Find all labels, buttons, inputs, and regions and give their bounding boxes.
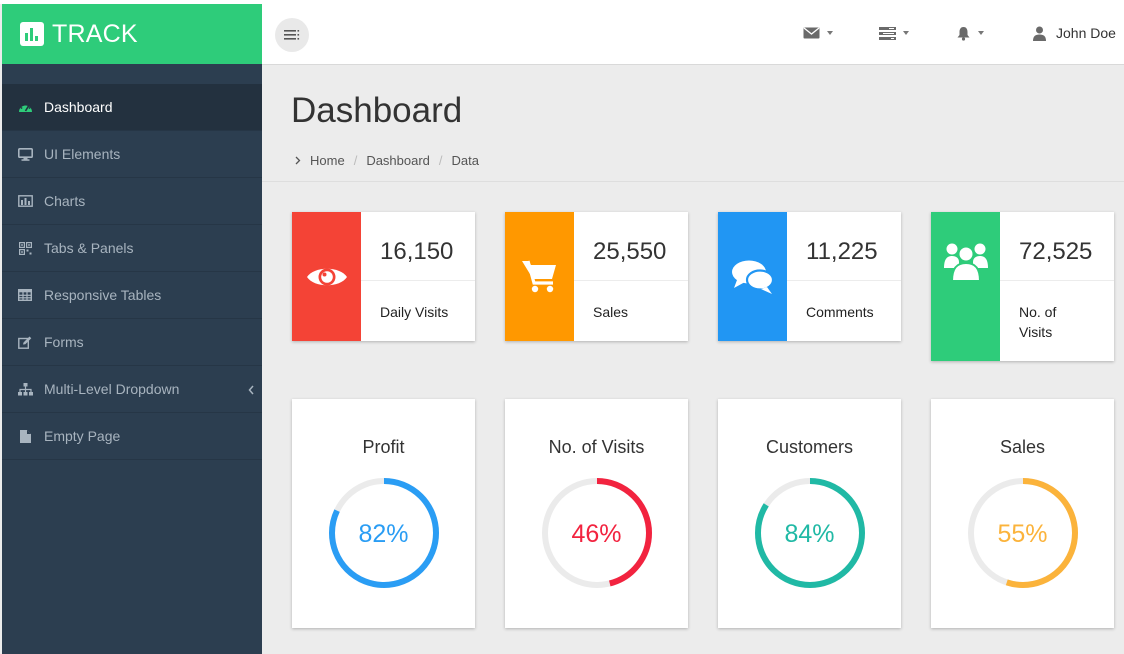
donut-percent: 84% — [784, 520, 835, 548]
user-menu[interactable]: John Doe — [1033, 22, 1116, 44]
shopping-cart-icon — [521, 260, 556, 292]
donut-percent: 82% — [358, 520, 409, 548]
donut-chart — [542, 478, 652, 588]
donut-percent: 55% — [997, 520, 1048, 548]
donut-chart — [755, 478, 865, 588]
breadcrumb-dashboard[interactable]: Dashboard — [366, 153, 430, 168]
sidebar-item-tabs-panels[interactable]: Tabs & Panels — [2, 225, 262, 272]
stat-value: 25,550 — [593, 238, 667, 265]
donut-card-customers: Customers 84% — [718, 399, 901, 628]
page-header: Dashboard Home / Dashboard / Data — [262, 65, 1124, 182]
sidebar-item-charts[interactable]: Charts — [2, 178, 262, 225]
user-icon — [1033, 26, 1046, 41]
donut-progress-arc — [755, 478, 865, 588]
chevron-left-icon — [248, 382, 254, 398]
caret-down-icon — [903, 31, 909, 35]
stat-label: No. of Visits — [1019, 304, 1057, 340]
donut-card-sales: Sales 55% — [931, 399, 1114, 628]
donut-card-no-of-visits: No. of Visits 46% — [505, 399, 688, 628]
breadcrumb-separator: / — [438, 153, 443, 168]
sidebar-item-dashboard[interactable]: Dashboard — [2, 84, 262, 131]
sidebar: Dashboard UI Elements Charts — [2, 64, 262, 654]
page-title: Dashboard — [291, 91, 463, 130]
stat-body: 72,525 No. of Visits — [1000, 212, 1114, 361]
table-icon — [17, 287, 33, 303]
stat-icon-box — [718, 212, 787, 341]
donut-chart — [329, 478, 439, 588]
stat-icon-box — [292, 212, 361, 341]
stat-body: 25,550 Sales — [574, 212, 688, 341]
breadcrumb: Home / Dashboard / Data — [294, 153, 479, 168]
file-icon — [17, 428, 33, 444]
edit-icon — [17, 334, 33, 350]
envelope-icon — [803, 27, 820, 39]
stat-body: 16,150 Daily Visits — [361, 212, 475, 341]
tasks-dropdown[interactable] — [879, 22, 909, 44]
alerts-dropdown[interactable] — [956, 22, 984, 44]
stat-card-daily-visits[interactable]: 16,150 Daily Visits — [292, 212, 475, 341]
sitemap-icon — [17, 381, 33, 397]
brand-logo[interactable]: TRACK — [2, 4, 262, 64]
breadcrumb-data: Data — [451, 153, 480, 168]
stat-icon-box — [931, 212, 1000, 361]
bar-chart-icon — [17, 193, 33, 209]
messages-dropdown[interactable] — [803, 22, 833, 44]
sidebar-item-label: Charts — [44, 193, 86, 209]
stat-value: 11,225 — [806, 238, 878, 265]
tasks-icon — [879, 26, 896, 40]
donut-title: Profit — [362, 437, 405, 457]
stat-card-sales[interactable]: 25,550 Sales — [505, 212, 688, 341]
dashboard-icon — [17, 99, 33, 115]
top-navbar: John Doe — [262, 4, 1124, 65]
stat-value: 16,150 — [380, 238, 454, 265]
donut-card-profit: Profit 82% — [292, 399, 475, 628]
donut-chart — [968, 478, 1078, 588]
comments-icon — [731, 260, 774, 294]
sidebar-item-label: Forms — [44, 334, 84, 350]
sidebar-item-responsive-tables[interactable]: Responsive Tables — [2, 272, 262, 319]
hamburger-icon — [284, 30, 300, 40]
donut-progress-arc — [329, 478, 439, 588]
eye-icon — [306, 268, 347, 285]
sidebar-item-forms[interactable]: Forms — [2, 319, 262, 366]
stat-body: 11,225 Comments — [787, 212, 901, 341]
user-name: John Doe — [1056, 25, 1116, 41]
donut-title: Customers — [765, 437, 854, 457]
caret-down-icon — [978, 31, 984, 35]
sidebar-toggle-button[interactable] — [275, 18, 309, 52]
stat-value: 72,525 — [1019, 238, 1093, 265]
sidebar-item-label: Responsive Tables — [44, 287, 162, 303]
donut-percent: 46% — [571, 520, 622, 548]
brand-name: TRACK — [52, 19, 138, 48]
donut-title: No. of Visits — [548, 437, 645, 457]
desktop-icon — [17, 146, 33, 162]
bar-chart-logo-icon — [20, 22, 44, 46]
stat-label: Comments — [806, 304, 874, 320]
stat-icon-box — [505, 212, 574, 341]
breadcrumb-separator: / — [353, 153, 358, 168]
sidebar-item-multi-level-dropdown[interactable]: Multi-Level Dropdown — [2, 366, 262, 413]
sidebar-item-label: Empty Page — [44, 428, 121, 444]
sidebar-item-label: Dashboard — [44, 99, 113, 115]
stat-card-no-of-visits[interactable]: 72,525 No. of Visits — [931, 212, 1114, 361]
top-strip — [0, 0, 1124, 4]
users-icon — [943, 243, 988, 282]
sidebar-item-label: Multi-Level Dropdown — [44, 381, 180, 397]
qrcode-icon — [17, 240, 33, 256]
stat-card-comments[interactable]: 11,225 Comments — [718, 212, 901, 341]
sidebar-item-label: Tabs & Panels — [44, 240, 134, 256]
donut-progress-arc — [542, 478, 652, 588]
stat-label: Sales — [593, 304, 629, 320]
bell-icon — [957, 26, 970, 41]
donut-title: Sales — [999, 437, 1046, 457]
donut-progress-arc — [968, 478, 1078, 588]
stat-label: Daily Visits — [380, 304, 449, 320]
caret-down-icon — [827, 31, 833, 35]
breadcrumb-home[interactable]: Home — [310, 153, 345, 168]
sidebar-item-empty-page[interactable]: Empty Page — [2, 413, 262, 460]
sidebar-item-ui-elements[interactable]: UI Elements — [2, 131, 262, 178]
sidebar-item-label: UI Elements — [44, 146, 121, 162]
chevron-right-icon — [295, 156, 301, 165]
